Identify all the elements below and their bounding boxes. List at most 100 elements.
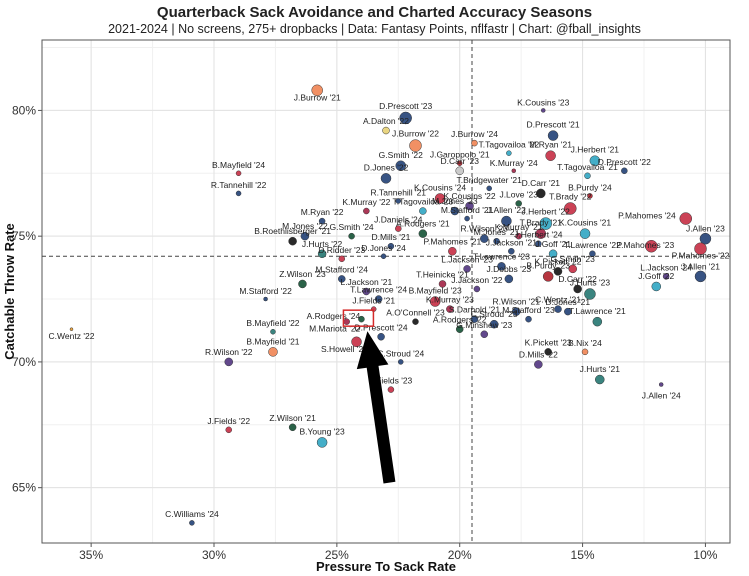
point-label: T.Heinicke '21 (416, 269, 469, 279)
data-point (584, 288, 596, 300)
point-label: Z.Wilson '21 (269, 413, 316, 423)
data-point (470, 315, 479, 323)
point-label: B.Purdy '24 (568, 182, 612, 192)
data-point (515, 200, 522, 207)
data-point (534, 360, 543, 369)
point-label: M.Jones '21 (474, 227, 520, 237)
data-point (300, 231, 310, 241)
data-point (318, 217, 326, 225)
data-point (338, 255, 346, 263)
point-label: K.Cousins '21 (559, 218, 611, 228)
chart-title: Quarterback Sack Avoidance and Charted A… (156, 4, 593, 21)
data-point (589, 155, 601, 166)
data-point (377, 333, 385, 341)
point-label: J.Herbert '24 (514, 230, 563, 240)
data-point (592, 316, 603, 327)
point-label: G.Smith '22 (379, 150, 423, 160)
data-point (446, 305, 454, 313)
data-point (525, 315, 532, 323)
data-point (595, 374, 605, 385)
point-label: M.Jones '23 (432, 196, 478, 206)
point-label: B.Purdy '23 (526, 260, 570, 270)
point-label: K.Murray '23 (426, 295, 474, 305)
point-label: D.Mills '22 (519, 349, 558, 359)
data-point (535, 228, 547, 239)
y-tick-label: 65% (12, 481, 36, 495)
point-label: S.Howell '23 (321, 344, 368, 354)
data-point (270, 328, 276, 335)
data-point (587, 193, 593, 199)
point-label: C.Wentz '22 (49, 331, 95, 341)
data-point (539, 217, 552, 230)
point-label: R.Tannehill '21 (371, 187, 427, 197)
point-label: T.Tagovailoa '21 (557, 162, 618, 172)
point-label: C.Stroud '24 (377, 348, 424, 358)
point-label: C.Wentz '21 (535, 295, 581, 305)
y-axis-title: Catchable Throw Rate (2, 223, 17, 360)
point-label: J.Burrow '21 (294, 92, 341, 102)
data-point (380, 173, 392, 184)
point-label: P.Mahomes '23 (617, 240, 675, 250)
point-label: J.Burrow '22 (392, 129, 439, 139)
data-point (547, 130, 559, 141)
data-point (658, 382, 664, 387)
point-label: Z.Wilson '23 (279, 269, 326, 279)
data-point (455, 166, 464, 176)
data-point (380, 253, 387, 260)
point-label: M.Ryan '22 (301, 207, 344, 217)
data-point (288, 423, 297, 432)
point-label: A.O'Connell '23 (386, 308, 445, 318)
data-point (456, 160, 463, 166)
point-label: K.Pickett '23 (525, 337, 572, 347)
x-axis-title: Pressure To Sack Rate (316, 559, 456, 574)
point-label: P.Mahomes '21 (423, 236, 481, 246)
data-point (504, 274, 514, 284)
data-point (536, 188, 546, 199)
point-label: G.Minshew '23 (456, 320, 512, 330)
data-point (515, 232, 522, 240)
data-point (489, 319, 499, 329)
point-label: D.Prescott '24 (355, 322, 408, 332)
data-point (568, 264, 577, 274)
point-label: M.Stafford '22 (239, 286, 292, 296)
point-label: J.Goff '22 (638, 271, 674, 281)
x-tick-label: 35% (79, 548, 103, 562)
point-label: A.Dalton '22 (363, 116, 409, 126)
data-point (224, 357, 233, 367)
x-tick-label: 20% (448, 548, 472, 562)
point-label: T.Lawrence '21 (569, 306, 626, 316)
data-point (448, 247, 457, 256)
x-tick-label: 30% (202, 548, 226, 562)
data-point (189, 520, 195, 526)
data-point (362, 287, 371, 296)
x-tick-label: 15% (571, 548, 595, 562)
data-point (573, 284, 582, 294)
y-tick-label: 80% (12, 103, 36, 117)
data-point (589, 250, 596, 258)
point-label: K.Cousins '24 (414, 182, 466, 192)
y-tick-label: 75% (12, 229, 36, 243)
point-label: D.Prescott '21 (527, 120, 580, 130)
point-label: T.Tagovailoa '23 (393, 197, 454, 207)
point-label: S.Darnold '21 (449, 305, 501, 315)
data-point (545, 150, 556, 161)
point-label: B.Mayfield '23 (409, 286, 462, 296)
data-point (463, 265, 471, 273)
point-label: D.Jones '22 (364, 162, 409, 172)
point-label: D.Mills '21 (371, 232, 410, 242)
data-point (351, 336, 362, 348)
data-point (363, 207, 370, 215)
data-point (395, 160, 406, 171)
point-label: J.Allen '23 (686, 224, 725, 234)
point-label: C.Stroud '23 (471, 309, 518, 319)
point-label: R.Wilson '21 (493, 297, 541, 307)
point-label: M.Stafford '21 (441, 205, 494, 215)
data-point (316, 437, 328, 448)
plot-frame (41, 39, 731, 544)
point-label: K.Murray '24 (490, 158, 538, 168)
point-label: J.Fields '21 (352, 296, 395, 306)
data-point (553, 267, 563, 276)
data-point (542, 271, 554, 282)
point-label: J.Jackson '22 (451, 275, 503, 285)
point-label: D.Carr '23 (440, 156, 479, 166)
